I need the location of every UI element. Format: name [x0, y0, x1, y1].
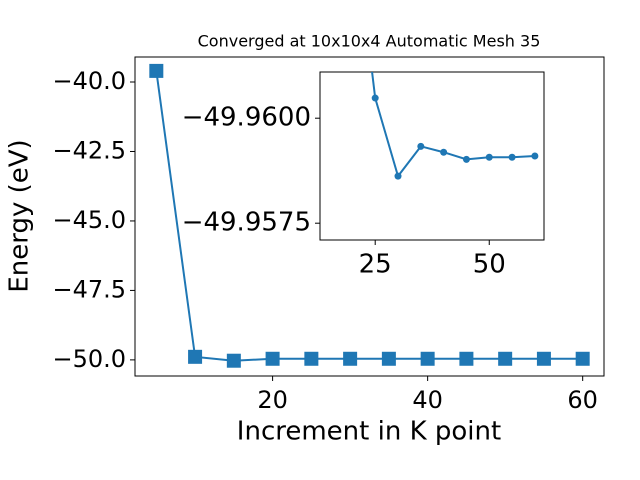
data-point — [265, 351, 280, 366]
x-tick-label: 50 — [473, 250, 506, 280]
data-point — [343, 351, 358, 366]
y-tick-label: −40.0 — [52, 67, 126, 95]
y-tick-label: −42.5 — [52, 136, 126, 164]
y-tick-label: −49.9575 — [182, 208, 311, 238]
data-point — [440, 148, 448, 156]
plot-area — [319, 71, 545, 241]
y-tick-label: −45.0 — [52, 206, 126, 234]
data-point — [381, 351, 396, 366]
x-axis-label: Increment in K point — [237, 417, 501, 447]
y-tick-label: −49.9600 — [182, 103, 311, 133]
series-group — [371, 72, 539, 180]
data-point — [371, 94, 379, 102]
data-point — [531, 152, 539, 160]
data-point — [420, 351, 435, 366]
x-tick-label: 20 — [257, 386, 288, 414]
data-point — [575, 351, 590, 366]
data-point — [394, 172, 402, 180]
y-tick-label: −47.5 — [52, 275, 126, 303]
data-point — [485, 153, 493, 161]
data-point — [459, 351, 474, 366]
series-group — [149, 63, 590, 368]
y-axis-label: Energy (eV) — [5, 139, 35, 292]
x-tick-label: 25 — [359, 250, 392, 280]
x-tick-label: 40 — [412, 386, 443, 414]
data-point — [226, 353, 241, 368]
data-point — [188, 349, 203, 364]
data-point — [304, 351, 319, 366]
data-point — [149, 63, 164, 78]
data-point — [417, 142, 425, 150]
data-point — [536, 351, 551, 366]
data-point — [508, 153, 516, 161]
x-tick-label: 60 — [567, 386, 598, 414]
y-tick-label: −50.0 — [52, 345, 126, 373]
data-point — [498, 351, 513, 366]
chart-title: Converged at 10x10x4 Automatic Mesh 35 — [198, 32, 541, 51]
data-point — [462, 155, 470, 163]
